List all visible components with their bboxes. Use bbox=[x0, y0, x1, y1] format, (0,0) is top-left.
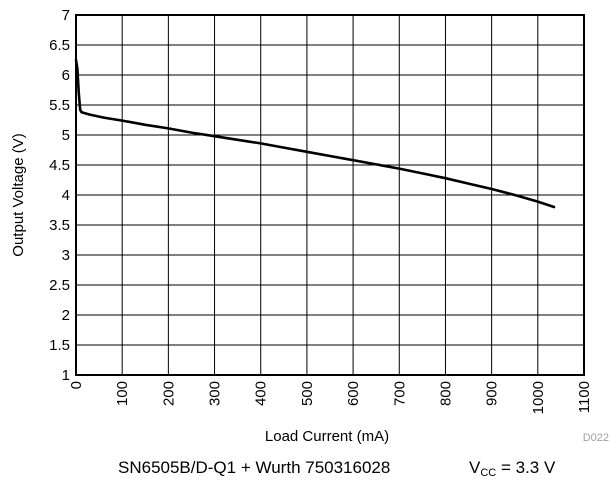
y-tick-label-9: 5.5 bbox=[49, 97, 70, 114]
x-tick-label-0: 0 bbox=[68, 381, 85, 389]
y-tick-label-12: 7 bbox=[62, 7, 70, 24]
x-tick-label-8: 800 bbox=[437, 381, 454, 406]
x-tick-label-11: 1100 bbox=[576, 381, 593, 413]
x-tick-label-5: 500 bbox=[299, 381, 316, 406]
y-tick-label-1: 1.5 bbox=[49, 337, 70, 354]
figure-id: D022 bbox=[583, 432, 609, 444]
caption-device: SN6505B/D-Q1 + Wurth 750316028 bbox=[118, 458, 391, 477]
plot-frame bbox=[75, 14, 585, 376]
y-tick-label-10: 6 bbox=[62, 67, 70, 84]
y-axis-label: Output Voltage (V) bbox=[10, 133, 27, 256]
x-tick-label-1: 100 bbox=[114, 381, 131, 406]
vcc-subscript: CC bbox=[480, 467, 497, 479]
x-tick-label-7: 700 bbox=[391, 381, 408, 406]
vcc-value: = 3.3 V bbox=[496, 458, 556, 477]
y-tick-label-5: 3.5 bbox=[49, 217, 70, 234]
chart: 1 1.5 2 2.5 3 3.5 4 4.5 5 5.5 6 6.5 7 0 100 200 300 400 5… bbox=[10, 7, 609, 445]
y-tick-labels: 1 1.5 2 2.5 3 3.5 4 4.5 5 5.5 6 6.5 7 bbox=[49, 7, 70, 384]
vcc-label: V bbox=[469, 458, 481, 477]
y-tick-label-3: 2.5 bbox=[49, 277, 70, 294]
x-axis-label: Load Current (mA) bbox=[265, 428, 389, 445]
x-tick-label-6: 600 bbox=[345, 381, 362, 406]
x-tick-label-4: 400 bbox=[253, 381, 270, 406]
x-tick-label-9: 900 bbox=[484, 381, 501, 406]
x-tick-label-3: 300 bbox=[207, 381, 224, 406]
y-tick-label-7: 4.5 bbox=[49, 157, 70, 174]
x-tick-label-10: 1000 bbox=[530, 381, 547, 414]
y-tick-label-2: 2 bbox=[62, 307, 70, 324]
y-tick-label-0: 1 bbox=[62, 367, 70, 384]
y-tick-label-4: 3 bbox=[62, 247, 70, 264]
y-tick-label-11: 6.5 bbox=[49, 37, 70, 54]
grid bbox=[75, 14, 585, 376]
y-tick-label-6: 4 bbox=[62, 187, 70, 204]
y-tick-label-8: 5 bbox=[62, 127, 70, 144]
caption-vcc: VCC = 3.3 V bbox=[469, 458, 555, 479]
x-tick-labels: 0 100 200 300 400 500 600 700 800 900 1000 1100 bbox=[68, 381, 593, 414]
x-tick-label-2: 200 bbox=[160, 381, 177, 406]
series-line-output-voltage bbox=[74, 58, 556, 209]
